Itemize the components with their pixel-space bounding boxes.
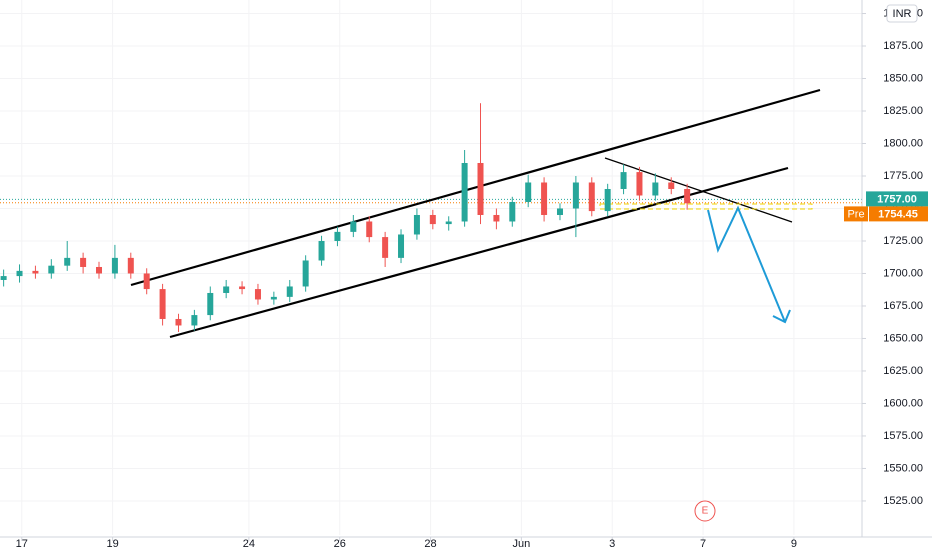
candle-body (127, 257, 134, 274)
pre-price-box (869, 206, 928, 222)
candle-body (48, 265, 55, 274)
candle-body (239, 286, 246, 290)
candle-body (366, 221, 373, 238)
y-tick-label: 1550.00 (883, 462, 923, 474)
candle-body (429, 214, 436, 225)
y-tick-label: 1575.00 (883, 430, 923, 442)
candles (0, 103, 691, 332)
pre-name: Pre (847, 208, 864, 220)
candle-body (223, 286, 230, 293)
candle-body (556, 208, 563, 215)
candle-body (668, 182, 675, 189)
y-tick-label: 1800.00 (883, 137, 923, 149)
candle-body (16, 270, 23, 277)
event[interactable]: E (694, 500, 716, 522)
arrow-head (772, 309, 791, 324)
x-tick-label: 26 (334, 538, 346, 550)
candle-body (270, 296, 277, 300)
y-tick-label: 1700.00 (883, 267, 923, 279)
event-circle[interactable] (694, 500, 716, 522)
trend-line (604, 157, 793, 223)
zone (599, 203, 813, 210)
candle-body (143, 273, 150, 290)
candle-body (0, 276, 7, 280)
candle-body (445, 221, 452, 225)
y-tick-label: 1850.00 (883, 72, 923, 84)
channel-upper (130, 88, 821, 287)
projection-arrow (707, 205, 786, 323)
last-price-label: 1757.00 (877, 193, 917, 205)
candle-body (96, 266, 103, 274)
currency-box[interactable] (886, 4, 918, 23)
x-tick-label: 9 (791, 538, 797, 550)
y-tick-label: 1825.00 (883, 105, 923, 117)
candle-body (80, 257, 87, 267)
candle-body (509, 201, 516, 222)
currency-button[interactable]: INR (886, 4, 918, 23)
candle-body (636, 172, 643, 196)
candle-body (541, 182, 548, 215)
y-tick-label: 1600.00 (883, 397, 923, 409)
candle-body (398, 234, 405, 258)
x-tick-label: Jun (513, 538, 531, 550)
candle-body (32, 270, 39, 274)
candle-body (382, 237, 389, 258)
candle-body (111, 257, 118, 274)
candle-body (684, 188, 691, 204)
y-tick-label: 1725.00 (883, 235, 923, 247)
y-tick-label: 1775.00 (883, 170, 923, 182)
x-tick-label: 19 (107, 538, 119, 550)
x-tick-label: 28 (424, 538, 436, 550)
pre-price-label: 1754.45 (878, 208, 918, 220)
candle-body (64, 257, 71, 266)
x-tick-label: 17 (16, 538, 28, 550)
currency-label[interactable]: INR (893, 8, 912, 20)
pre-name-box (844, 206, 868, 222)
candle-body (318, 240, 325, 261)
candle-body (572, 182, 579, 209)
last-price-box (866, 191, 928, 207)
x-tick-label: 3 (609, 538, 615, 550)
candle-body (477, 162, 484, 215)
candle-body (620, 172, 627, 189)
x-tick-label: 7 (700, 538, 706, 550)
y-tick-label: 1525.00 (883, 495, 923, 507)
candle-body (302, 260, 309, 287)
x-tick-label: 24 (243, 538, 255, 550)
candle-body (254, 289, 261, 300)
candle-body (413, 214, 420, 235)
candle-body (334, 231, 341, 241)
event-label[interactable]: E (702, 506, 709, 517)
y-tick-label: 1650.00 (883, 332, 923, 344)
candle-body (604, 188, 611, 212)
y-tick-label: 1625.00 (883, 365, 923, 377)
candle-body (461, 162, 468, 222)
candle-body (350, 221, 357, 232)
candle-body (652, 182, 659, 196)
candle-body (207, 292, 214, 316)
candle-body (525, 182, 532, 202)
y-tick-label: 1675.00 (883, 300, 923, 312)
candle-body (159, 289, 166, 319)
y-tick-label: 1875.00 (883, 40, 923, 52)
candle-body (588, 182, 595, 212)
candle-body (191, 315, 198, 326)
candle-body (493, 214, 500, 222)
candle-body (175, 318, 182, 326)
candle-body (286, 286, 293, 297)
